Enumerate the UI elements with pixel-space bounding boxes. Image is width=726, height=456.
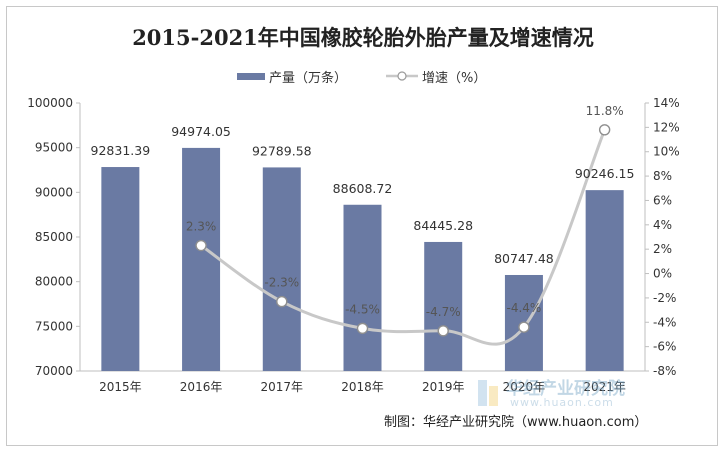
legend-item-growth: 增速（%） <box>386 66 486 86</box>
x-tick-label: 2018年 <box>341 380 384 394</box>
growth-data-label: 2.3% <box>186 220 217 234</box>
y-right-tick-label: 6% <box>653 193 672 207</box>
growth-data-label: -4.4% <box>507 301 542 315</box>
x-tick-label: 2016年 <box>180 380 223 394</box>
growth-line <box>200 129 607 346</box>
legend-line-swatch <box>386 71 418 81</box>
growth-point <box>598 124 611 136</box>
legend-bar-swatch <box>237 72 265 80</box>
growth-data-label: -4.7% <box>426 305 461 319</box>
y-left-tick-label: 90000 <box>35 185 73 199</box>
x-tick-label: 2015年 <box>99 380 142 394</box>
y-left-tick-label: 70000 <box>35 364 73 378</box>
chart-legend: 产量（万条） 增速（%） <box>0 66 726 86</box>
y-right-tick-label: 2% <box>653 242 672 256</box>
source-note: 制图：华经产业研究院（www.huaon.com） <box>384 415 648 430</box>
y-right-tick-label: -6% <box>653 340 676 354</box>
y-right-tick-label: 10% <box>653 145 680 159</box>
growth-point <box>276 295 288 308</box>
watermark-text: 华经产业研究院 <box>506 379 625 399</box>
growth-point <box>195 239 207 252</box>
watermark-url: www.huaon.com <box>510 396 614 409</box>
x-tick-label: 2017年 <box>261 380 304 394</box>
y-left-tick-label: 95000 <box>35 141 73 155</box>
bar <box>182 147 221 371</box>
bar-data-label: 84445.28 <box>413 218 473 233</box>
legend-label-production: 产量（万条） <box>269 70 348 86</box>
bar <box>343 204 382 371</box>
bar-data-label: 92789.58 <box>252 143 312 158</box>
y-left-tick-label: 85000 <box>35 230 73 244</box>
y-right-tick-label: -2% <box>653 291 676 305</box>
growth-data-label: -4.5% <box>345 302 380 316</box>
x-tick-label: 2019年 <box>422 380 465 394</box>
y-left-tick-label: 75000 <box>35 319 73 333</box>
growth-point <box>356 322 369 335</box>
bar-data-label: 88608.72 <box>333 181 393 196</box>
bar-data-label: 90246.15 <box>575 166 635 181</box>
y-right-tick-label: 0% <box>653 267 672 281</box>
watermark-logo-icon <box>478 380 498 406</box>
x-tick-label: 2021年 <box>583 380 626 394</box>
bar <box>585 190 624 371</box>
y-right-tick-label: 14% <box>653 96 680 110</box>
growth-data-label: 11.8% <box>586 104 624 118</box>
y-left-tick-label: 100000 <box>27 96 73 110</box>
y-left-tick-label: 80000 <box>35 275 73 289</box>
labels-layer: 92831.39 94974.05 92789.58 88608.72 84445.28… <box>91 104 635 319</box>
bar-data-label: 92831.39 <box>91 143 151 158</box>
bars-layer <box>101 147 624 371</box>
watermark: 华经产业研究院 www.huaon.com <box>476 376 686 412</box>
chart-title: 2015-2021年中国橡胶轮胎外胎产量及增速情况 <box>132 25 594 50</box>
bar <box>424 241 463 371</box>
bar-data-label: 94974.05 <box>171 124 231 139</box>
growth-point <box>437 325 449 337</box>
bar <box>101 167 140 371</box>
growth-data-label: -2.3% <box>264 276 299 290</box>
bar-data-label: 80747.48 <box>494 251 554 266</box>
y-right-tick-label: -8% <box>653 364 676 378</box>
x-tick-label: 2020年 <box>503 380 546 394</box>
y-right-tick-label: 12% <box>653 120 680 134</box>
legend-label-growth: 增速（%） <box>422 70 487 86</box>
legend-item-production: 产量（万条） <box>237 66 347 86</box>
y-right-tick-label: 4% <box>653 218 672 232</box>
line-layer <box>195 124 611 346</box>
y-right-tick-label: -4% <box>653 315 676 329</box>
bar <box>262 167 301 371</box>
y-right-tick-label: 8% <box>653 169 672 183</box>
growth-point <box>518 321 530 333</box>
